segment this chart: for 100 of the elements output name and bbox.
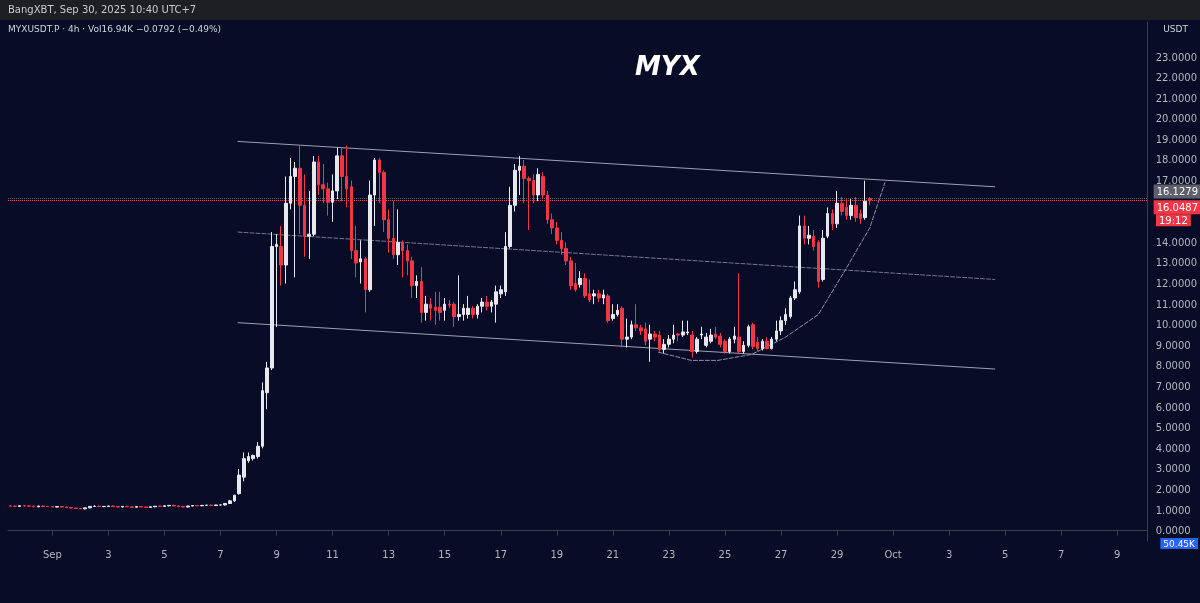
candlestick [364, 256, 367, 313]
candlestick [415, 274, 418, 299]
candlestick [625, 318, 629, 348]
y-tick-label: 11.0000 [1155, 298, 1198, 310]
candlestick [648, 324, 652, 363]
annotation: MYXUSDT.P · 4h · Vol16.94K −0.0792 (−0.49%) [8, 23, 222, 34]
candlestick [214, 504, 218, 507]
y-tick-label: 20.0000 [1155, 113, 1198, 125]
candlestick [195, 504, 199, 507]
candlestick [396, 208, 400, 266]
candlestick [279, 225, 283, 287]
y-tick-label: 3.0000 [1155, 463, 1191, 475]
candlestick [121, 505, 124, 508]
candlestick [60, 505, 64, 508]
y-tick-label: 14.0000 [1155, 236, 1198, 248]
x-tick-label: 23 [662, 548, 676, 560]
candlestick [55, 505, 59, 508]
candlestick [443, 297, 446, 322]
x-tick-label: 3 [945, 548, 953, 560]
candlestick [359, 239, 362, 285]
text: BangXBT, Sep 30, 2025 10:40 UTC+7 [0, 0, 1200, 20]
candlestick [770, 336, 773, 350]
candlestick [135, 505, 138, 509]
candlestick [742, 340, 745, 355]
candlestick [424, 295, 428, 322]
candlestick [602, 289, 605, 305]
candlestick [835, 190, 839, 229]
candlestick [592, 289, 596, 305]
y-tick-label: 12.0000 [1155, 278, 1198, 290]
candlestick [765, 336, 769, 350]
x-tick-label: 21 [606, 548, 620, 560]
candlestick [457, 274, 461, 322]
text: 19:12 [1159, 214, 1188, 226]
candlestick [51, 505, 54, 508]
candlestick [863, 180, 867, 221]
x-tick-label: 29 [830, 548, 844, 560]
candlestick [293, 161, 297, 278]
y-tick-label: 18.0000 [1155, 154, 1198, 166]
candlestick [817, 239, 820, 289]
x-tick-label: Sep [42, 548, 62, 560]
candlestick [751, 322, 755, 350]
ref-line-label: 16.1279 [1156, 186, 1199, 197]
candlestick [27, 504, 31, 508]
ref-line-label: 16.0487 [1156, 201, 1199, 213]
y-tick-label: 4.0000 [1155, 442, 1191, 454]
y-tick-label: 6.0000 [1155, 401, 1191, 413]
x-tick-label: 11 [326, 548, 339, 560]
x-tick-label: 27 [774, 548, 788, 560]
y-tick-label: 9.0000 [1155, 339, 1191, 351]
candlestick [821, 229, 825, 282]
line-series [657, 182, 886, 361]
y-tick-label: 5.0000 [1155, 422, 1191, 434]
candlestick [181, 505, 185, 508]
candlestick [583, 272, 587, 299]
candlestick [606, 293, 610, 324]
x-tick-label: 9 [1114, 548, 1121, 560]
x-tick-label: 19 [550, 548, 564, 560]
candlestick [737, 272, 741, 355]
candlestick [620, 305, 624, 348]
y-tick-label: 0.0000 [1155, 525, 1191, 537]
y-tick-label: 23.0000 [1155, 51, 1198, 63]
candlestick [471, 305, 475, 320]
y-tick-label: 17.0000 [1155, 175, 1198, 187]
candlestick [690, 330, 694, 359]
x-tick-label: 7 [1058, 548, 1065, 560]
x-tick-label: 9 [273, 548, 280, 560]
y-tick-label: 13.0000 [1155, 257, 1198, 269]
candlestick [849, 198, 853, 221]
candlestick [37, 505, 40, 508]
x-tick-label: Oct [884, 548, 902, 560]
x-tick-label: 7 [217, 548, 224, 560]
x-tick-label: 15 [438, 548, 452, 560]
candlestick [102, 505, 106, 508]
candlestick [536, 167, 540, 202]
candlestick [700, 326, 703, 340]
y-tick-label: 1.0000 [1155, 504, 1191, 516]
y-tick-label: 7.0000 [1155, 381, 1191, 393]
x-tick-label: 3 [105, 548, 112, 560]
y-tick-label: 21.0000 [1155, 92, 1198, 104]
candlestick [611, 303, 615, 322]
y-tick-label: 22.0000 [1155, 72, 1198, 84]
text: MYX [635, 51, 702, 81]
candlestick [401, 239, 404, 278]
y-axis-title: USDT [1163, 23, 1189, 34]
candlestick [597, 289, 601, 303]
candlestick [429, 297, 432, 322]
candlestick [41, 504, 45, 508]
candlestick [812, 229, 815, 252]
candlestick [186, 505, 190, 508]
x-tick-label: 5 [161, 548, 168, 560]
candlestick [831, 208, 834, 231]
candlestick [803, 215, 806, 245]
candlestick [158, 505, 162, 508]
x-tick-label: 25 [718, 548, 732, 560]
candlestick [747, 324, 750, 348]
candlestick [676, 332, 680, 342]
candlestick [13, 505, 17, 508]
x-tick-label: 5 [1002, 548, 1009, 560]
candlestick [807, 225, 811, 245]
x-tick-label: 13 [382, 548, 396, 560]
